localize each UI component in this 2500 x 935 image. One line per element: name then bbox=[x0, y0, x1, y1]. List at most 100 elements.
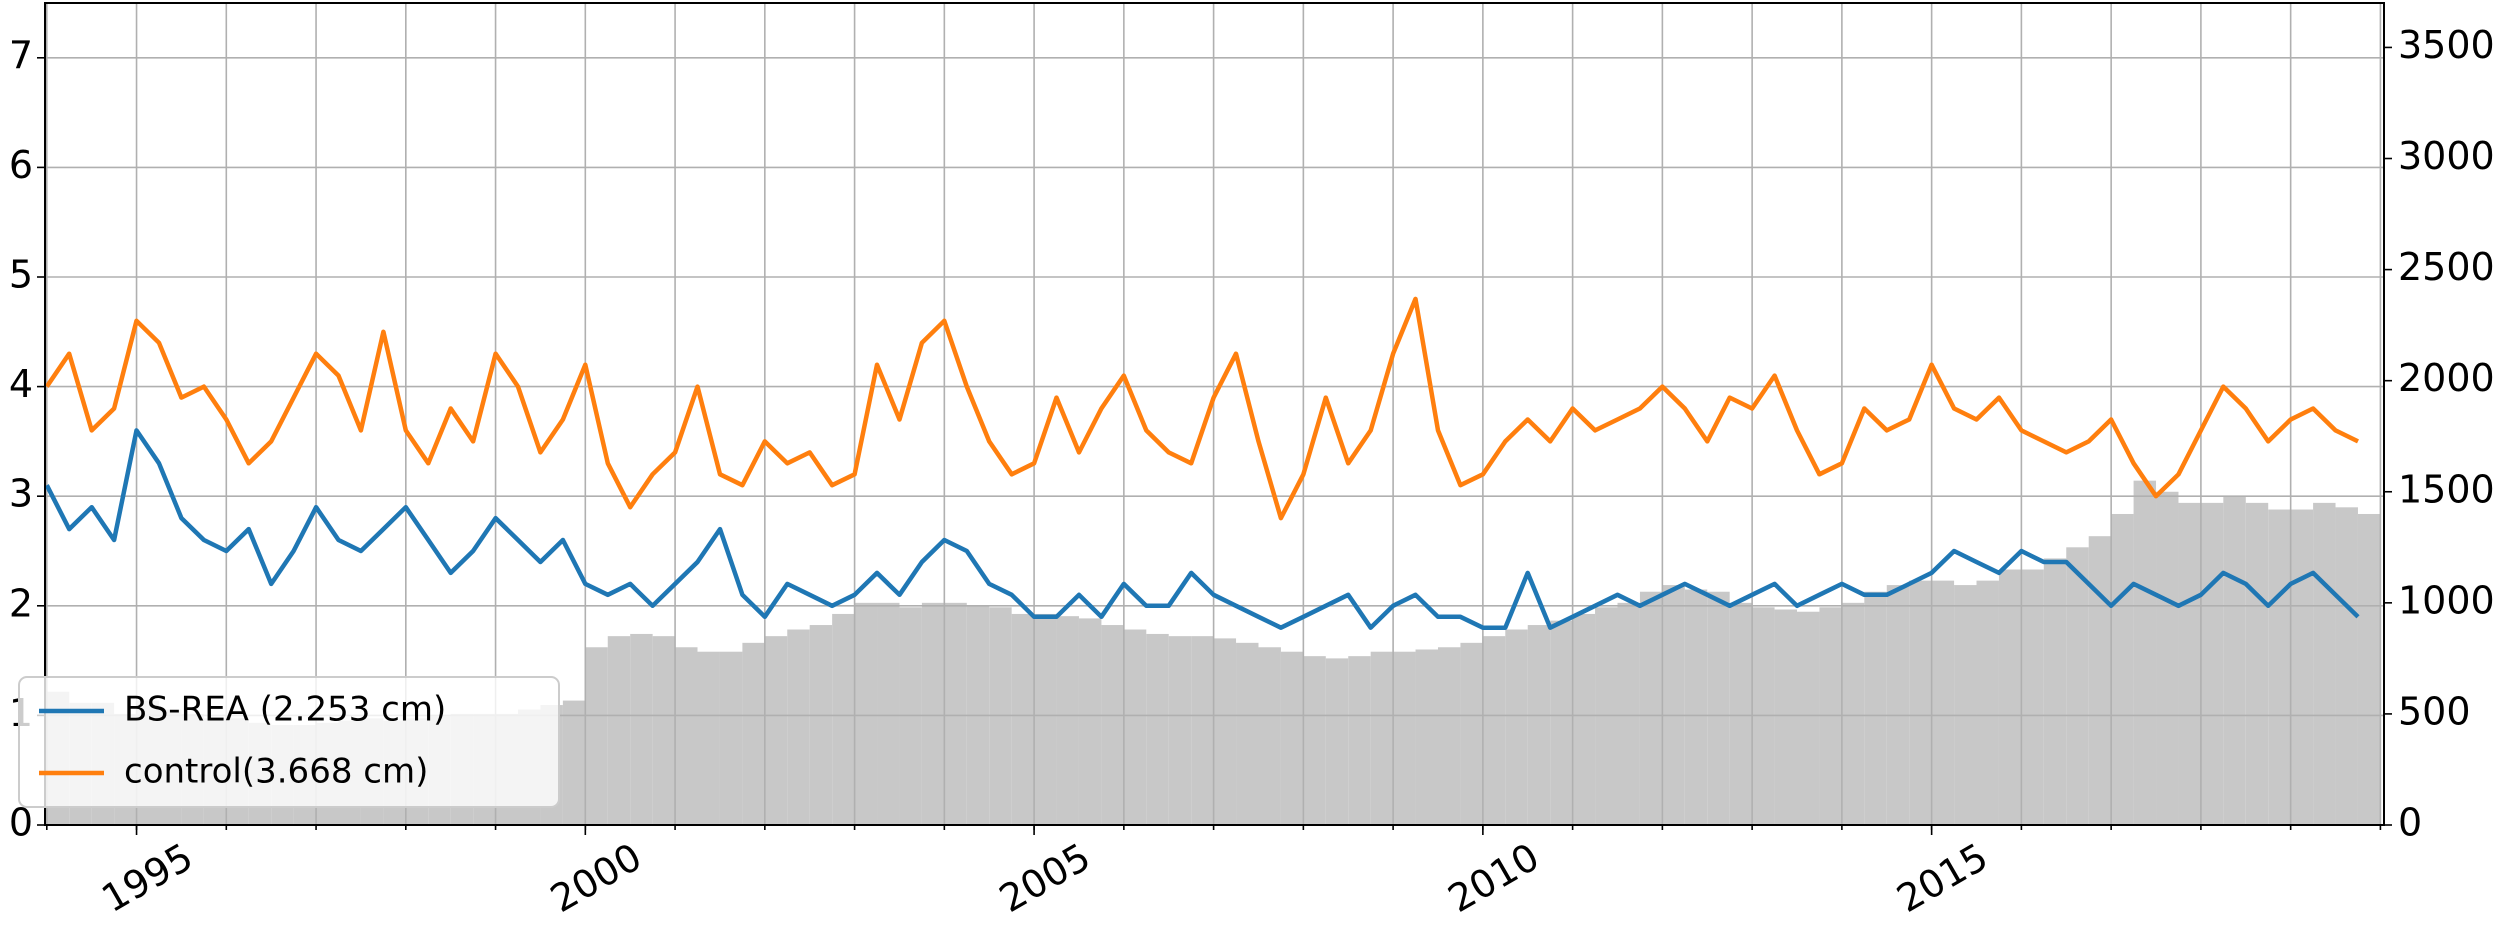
bar bbox=[2111, 513, 2134, 825]
bar bbox=[697, 651, 720, 825]
bar bbox=[2200, 502, 2224, 825]
bar bbox=[2088, 536, 2112, 825]
grid bbox=[45, 3, 2384, 826]
bar bbox=[1976, 580, 1999, 825]
x-tick-label: 1995 bbox=[94, 835, 200, 921]
y2-tick-label: 2000 bbox=[2398, 356, 2495, 400]
bar bbox=[1213, 638, 1237, 825]
x-tick-label: 2015 bbox=[1890, 835, 1996, 921]
legend: BS-REA (2.253 cm) control(3.668 cm) bbox=[18, 676, 560, 808]
y-tick-label: 7 bbox=[9, 33, 33, 77]
bar bbox=[1527, 625, 1551, 825]
bar bbox=[1348, 656, 1371, 825]
x-tick-label: 2000 bbox=[543, 835, 649, 921]
bar bbox=[742, 642, 765, 825]
series-line bbox=[44, 428, 2360, 630]
bar bbox=[1325, 658, 1349, 825]
bar bbox=[2313, 502, 2336, 825]
bar bbox=[2043, 558, 2067, 825]
bar bbox=[1886, 585, 1910, 825]
bar bbox=[1931, 580, 1955, 825]
y2-tick-label: 2500 bbox=[2398, 245, 2495, 289]
bar bbox=[652, 636, 676, 825]
bar bbox=[1482, 636, 1506, 825]
bar bbox=[2245, 502, 2269, 825]
bar bbox=[1056, 616, 1079, 825]
y2-tick-label: 1500 bbox=[2398, 467, 2495, 511]
bar bbox=[1191, 636, 1214, 825]
bar bbox=[1639, 591, 1663, 825]
bar bbox=[1998, 569, 2022, 825]
y-tick-label: 2 bbox=[9, 581, 33, 625]
y-tick-label: 5 bbox=[9, 253, 33, 297]
bar bbox=[854, 602, 878, 825]
bar bbox=[1729, 602, 1753, 825]
y-tick-label: 3 bbox=[9, 472, 33, 516]
bar bbox=[1034, 613, 1057, 825]
bar bbox=[1662, 585, 1685, 825]
bar bbox=[1909, 580, 1932, 825]
bar bbox=[787, 629, 810, 825]
bar bbox=[1797, 611, 1820, 825]
bar bbox=[1774, 609, 1798, 825]
bar bbox=[944, 602, 967, 825]
y2-tick-label: 3000 bbox=[2398, 134, 2495, 178]
lines bbox=[44, 296, 2360, 630]
bar bbox=[1841, 602, 1865, 825]
plot-frame bbox=[44, 2, 2385, 826]
bar bbox=[607, 636, 631, 825]
bar bbox=[675, 647, 698, 825]
bar bbox=[1101, 625, 1124, 825]
bar bbox=[764, 636, 788, 825]
bar bbox=[1505, 629, 1528, 825]
y2-tick-label: 0 bbox=[2398, 801, 2422, 845]
y2-tick-label: 3500 bbox=[2398, 23, 2495, 67]
y2-tick-label: 500 bbox=[2398, 689, 2471, 733]
legend-box bbox=[18, 676, 560, 808]
bar bbox=[2223, 496, 2246, 825]
bar bbox=[1370, 651, 1394, 825]
bar bbox=[1303, 656, 1326, 825]
bar bbox=[1460, 642, 1483, 825]
bar bbox=[1011, 613, 1035, 825]
bar bbox=[1078, 618, 1102, 825]
bar bbox=[2021, 569, 2044, 825]
bar bbox=[921, 602, 945, 825]
bar bbox=[1258, 647, 1281, 825]
bar bbox=[562, 700, 586, 825]
bar bbox=[1684, 589, 1708, 825]
y2-tick-label: 1000 bbox=[2398, 578, 2495, 622]
bar bbox=[1572, 613, 1596, 825]
bar bbox=[2178, 502, 2201, 825]
x-tick-label: 2010 bbox=[1441, 835, 1547, 921]
legend-label: BS-REA (2.253 cm) bbox=[124, 690, 446, 730]
bar bbox=[1617, 602, 1640, 825]
bar bbox=[1168, 636, 1192, 825]
bar bbox=[2133, 480, 2157, 825]
bar bbox=[1123, 629, 1147, 825]
x-tick-label: 2005 bbox=[992, 835, 1098, 921]
bar bbox=[1954, 585, 1977, 825]
bar bbox=[1550, 620, 1573, 825]
series-line bbox=[44, 296, 2359, 521]
y-tick-label: 6 bbox=[9, 143, 33, 187]
bar bbox=[2290, 509, 2314, 825]
bar bbox=[1864, 591, 1887, 825]
bar bbox=[1146, 633, 1169, 825]
bar bbox=[1393, 651, 1416, 825]
bar bbox=[1707, 591, 1730, 825]
y-tick-label: 4 bbox=[9, 362, 33, 406]
bar bbox=[630, 633, 653, 825]
bar bbox=[877, 602, 900, 825]
bar bbox=[585, 647, 608, 825]
bar bbox=[2066, 547, 2089, 825]
bar bbox=[1280, 651, 1304, 825]
bar bbox=[2268, 509, 2291, 825]
bar bbox=[1437, 647, 1461, 825]
bar bbox=[809, 625, 833, 825]
bar bbox=[1415, 649, 1438, 825]
legend-label: control(3.668 cm) bbox=[124, 752, 428, 792]
bar bbox=[719, 651, 743, 825]
bar bbox=[832, 613, 855, 825]
